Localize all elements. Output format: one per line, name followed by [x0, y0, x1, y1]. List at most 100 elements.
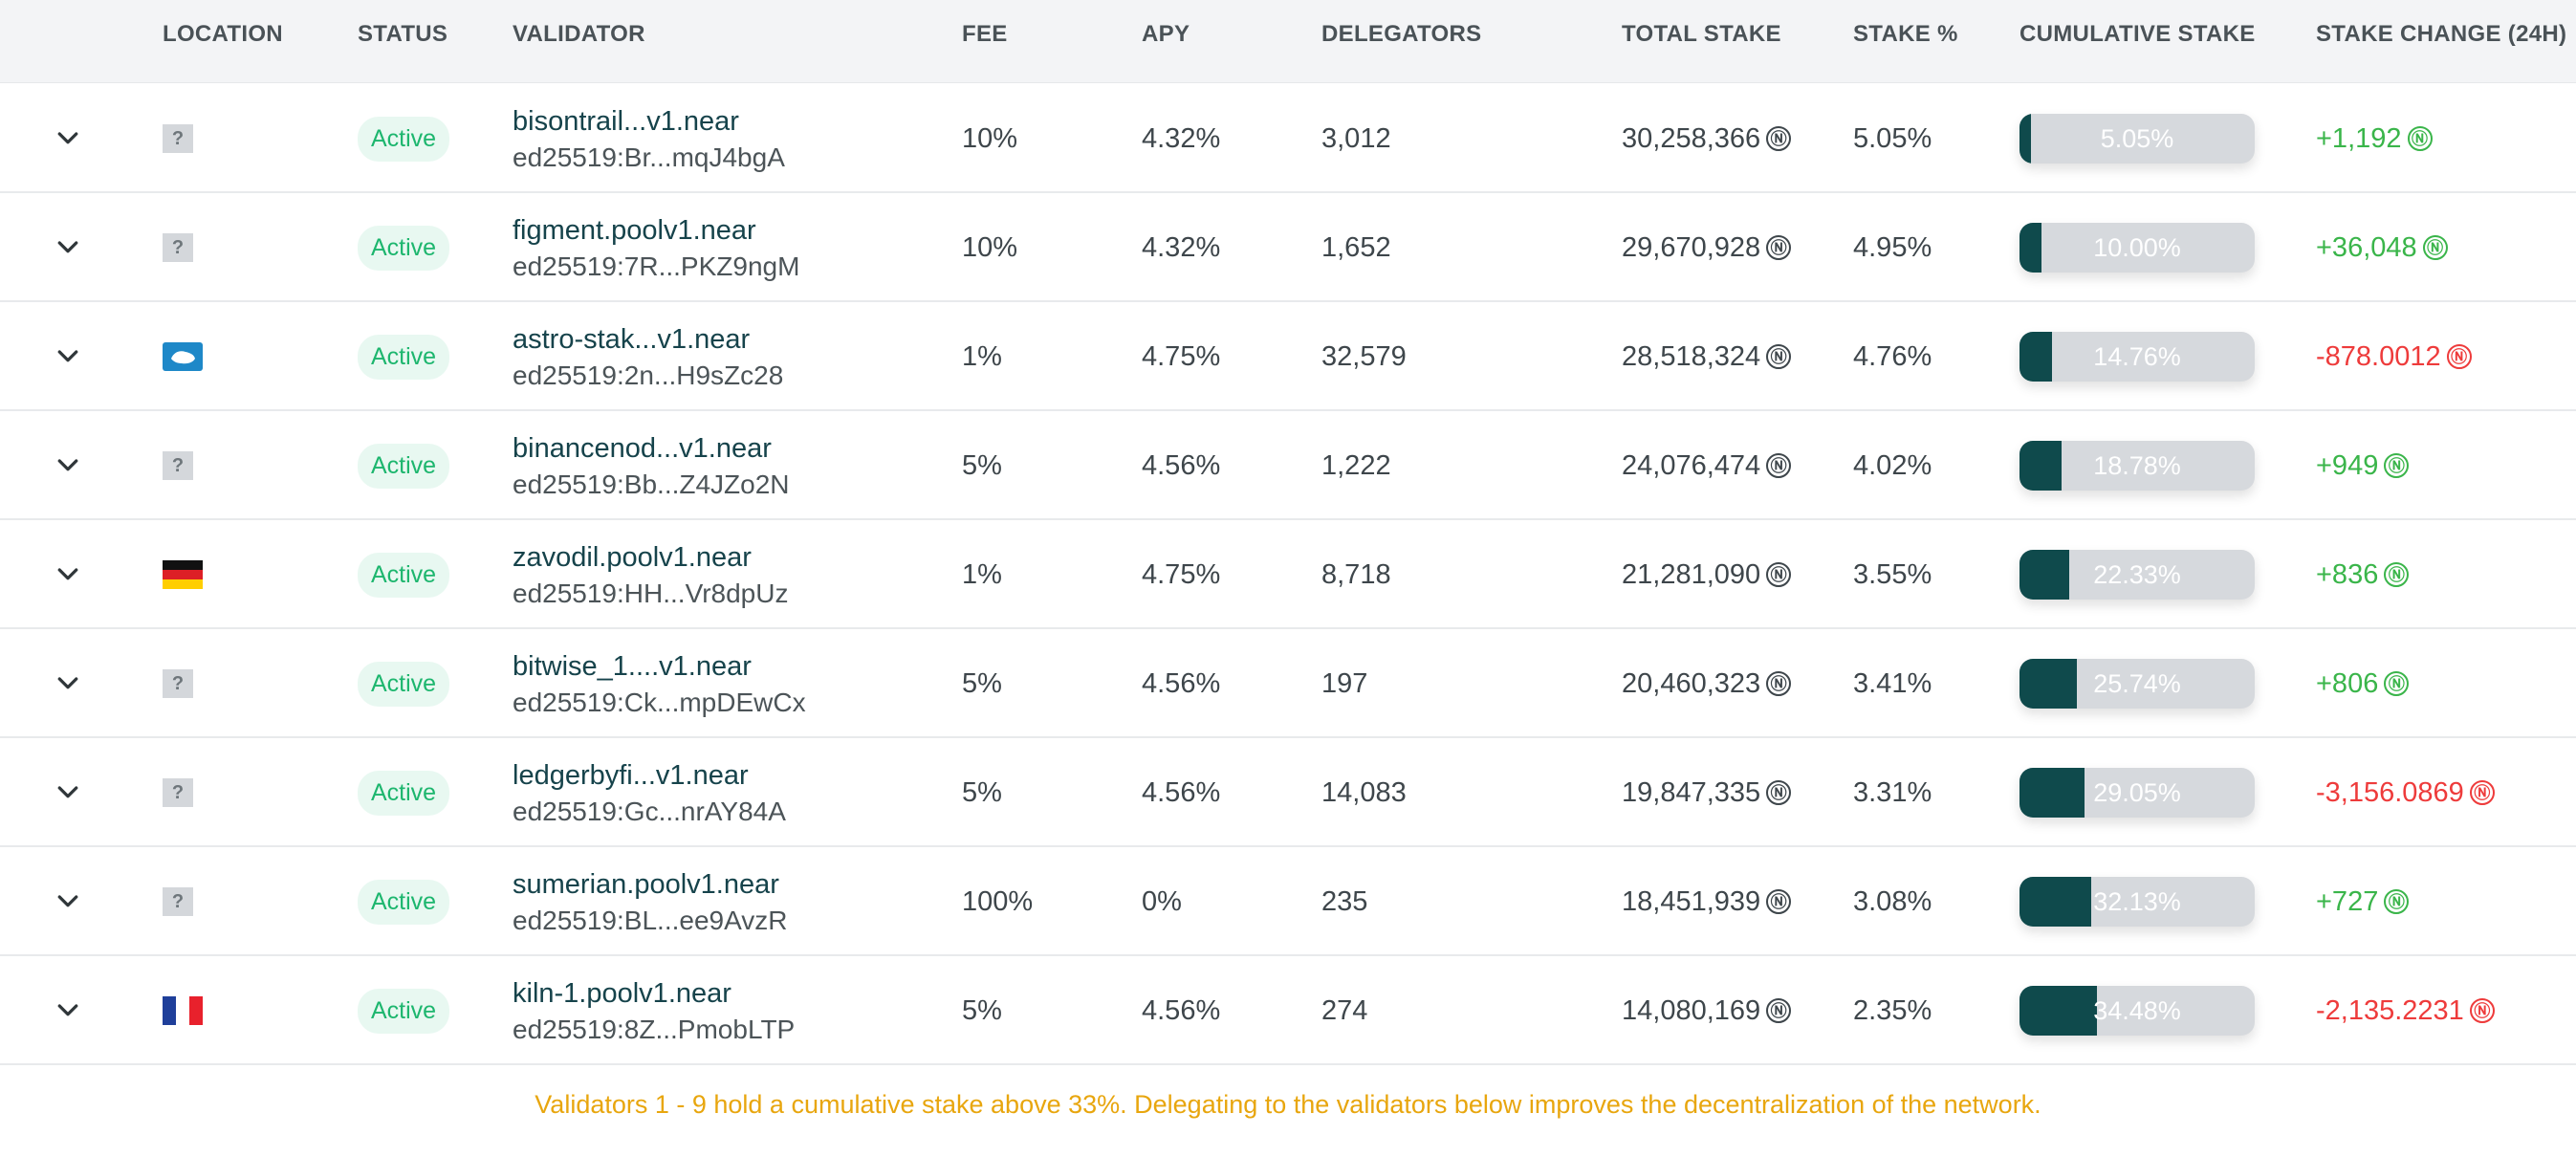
stake-change-value: -3,156.0869 [2316, 776, 2464, 808]
column-validator[interactable]: VALIDATOR [513, 21, 645, 47]
validator-public-key: ed25519:2n...H9sZc28 [513, 360, 784, 390]
validator-cell[interactable]: figment.poolv1.near ed25519:7R...PKZ9ngM [513, 212, 799, 285]
cumulative-stake-label: 18.78% [2093, 450, 2181, 480]
expand-row-button[interactable] [54, 520, 86, 629]
apy-value: 4.75% [1142, 340, 1221, 372]
location-cell [163, 520, 203, 629]
total-stake-value: 18,451,939 [1622, 885, 1761, 917]
expand-row-button[interactable] [54, 411, 86, 520]
location-cell: ? [163, 411, 193, 520]
validator-cell[interactable]: binancenod...v1.near ed25519:Bb...Z4JZo2N [513, 430, 790, 503]
status-cell: Active [358, 302, 450, 411]
validator-cell[interactable]: kiln-1.poolv1.near ed25519:8Z...PmobLTP [513, 975, 795, 1048]
expand-row-button[interactable] [54, 302, 86, 411]
cumulative-stake-bar: 5.05% [2019, 114, 2255, 164]
status-cell: Active [358, 84, 450, 193]
total-stake-value: 19,847,335 [1622, 776, 1761, 808]
table-row[interactable]: Active astro-stak...v1.near ed25519:2n...H… [0, 302, 2576, 411]
location-cell [163, 956, 203, 1065]
expand-row-button[interactable] [54, 84, 86, 193]
stake-change-value: -2,135.2231 [2316, 994, 2464, 1026]
location-cell: ? [163, 84, 193, 193]
column-stake-percent[interactable]: STAKE % [1853, 21, 1958, 47]
validator-name[interactable]: figment.poolv1.near [513, 215, 756, 246]
cumulative-stake-fill [2019, 986, 2097, 1036]
total-stake-cell: 21,281,090 Ⓝ [1622, 520, 1792, 629]
validator-name[interactable]: astro-stak...v1.near [513, 324, 751, 355]
validator-cell[interactable]: ledgerbyfi...v1.near ed25519:Gc...nrAY84A [513, 757, 786, 830]
unknown-location-icon: ? [163, 233, 193, 262]
cumulative-stake-fill [2019, 114, 2031, 164]
status-cell: Active [358, 738, 450, 847]
stake-change-cell: +727 Ⓝ [2316, 847, 2410, 956]
chevron-down-icon [57, 786, 78, 798]
total-stake-cell: 30,258,366 Ⓝ [1622, 84, 1792, 193]
table-row[interactable]: ? Active sumerian.poolv1.near ed25519:BL...… [0, 847, 2576, 956]
validator-name[interactable]: kiln-1.poolv1.near [513, 978, 731, 1009]
stake-percent-value: 2.35% [1853, 994, 1932, 1026]
chevron-down-icon [57, 350, 78, 362]
table-row[interactable]: ? Active figment.poolv1.near ed25519:7R...P… [0, 193, 2576, 302]
stake-change-cell: +836 Ⓝ [2316, 520, 2410, 629]
column-apy[interactable]: APY [1142, 21, 1190, 47]
near-token-icon: Ⓝ [2446, 344, 2472, 369]
validator-cell[interactable]: bitwise_1....v1.near ed25519:Ck...mpDEwCx [513, 648, 806, 721]
near-token-icon: Ⓝ [1766, 671, 1792, 696]
total-stake-value: 29,670,928 [1622, 231, 1761, 263]
validator-name[interactable]: bisontrail...v1.near [513, 106, 739, 137]
column-status[interactable]: STATUS [358, 21, 448, 47]
table-row[interactable]: Active zavodil.poolv1.near ed25519:HH...Vr… [0, 520, 2576, 629]
validator-name[interactable]: sumerian.poolv1.near [513, 869, 779, 900]
stake-change-value: +36,048 [2316, 231, 2417, 263]
table-row[interactable]: ? Active ledgerbyfi...v1.near ed25519:Gc...… [0, 738, 2576, 847]
status-cell: Active [358, 956, 450, 1065]
validator-name[interactable]: ledgerbyfi...v1.near [513, 760, 749, 791]
validator-cell[interactable]: sumerian.poolv1.near ed25519:BL...ee9AvzR [513, 866, 787, 939]
table-row[interactable]: ? Active bitwise_1....v1.near ed25519:Ck...… [0, 629, 2576, 738]
stake-percent-value: 4.02% [1853, 449, 1932, 481]
cumulative-stake-fill [2019, 441, 2062, 491]
validator-cell[interactable]: zavodil.poolv1.near ed25519:HH...Vr8dpUz [513, 539, 788, 612]
near-token-icon: Ⓝ [2384, 889, 2410, 914]
apy-value: 4.32% [1142, 231, 1221, 263]
expand-row-button[interactable] [54, 738, 86, 847]
expand-row-button[interactable] [54, 956, 86, 1065]
validator-name[interactable]: bitwise_1....v1.near [513, 651, 752, 682]
validator-name[interactable]: binancenod...v1.near [513, 433, 772, 464]
delegators-value: 3,012 [1321, 122, 1391, 154]
validator-public-key: ed25519:HH...Vr8dpUz [513, 578, 789, 608]
cumulative-stake-label: 5.05% [2100, 123, 2174, 153]
cumulative-stake-label: 22.33% [2093, 559, 2181, 589]
stake-change-cell: -878.0012 Ⓝ [2316, 302, 2472, 411]
column-total-stake[interactable]: TOTAL STAKE [1622, 21, 1781, 47]
stake-change-cell: +1,192 Ⓝ [2316, 84, 2433, 193]
status-badge: Active [358, 116, 450, 162]
chevron-down-icon [57, 241, 78, 253]
column-delegators[interactable]: DELEGATORS [1321, 21, 1482, 47]
total-stake-cell: 20,460,323 Ⓝ [1622, 629, 1792, 738]
validator-name[interactable]: zavodil.poolv1.near [513, 542, 752, 573]
status-badge: Active [358, 661, 450, 707]
table-row[interactable]: Active kiln-1.poolv1.near ed25519:8Z...Pmo… [0, 956, 2576, 1065]
unknown-location-icon: ? [163, 887, 193, 916]
validator-cell[interactable]: astro-stak...v1.near ed25519:2n...H9sZc28 [513, 321, 783, 394]
stake-change-cell: -2,135.2231 Ⓝ [2316, 956, 2495, 1065]
cumulative-stake-label: 34.48% [2093, 995, 2181, 1025]
validator-cell[interactable]: bisontrail...v1.near ed25519:Br...mqJ4bgA [513, 103, 785, 176]
total-stake-value: 14,080,169 [1622, 994, 1761, 1026]
column-location[interactable]: LOCATION [163, 21, 283, 47]
apy-value: 4.56% [1142, 667, 1221, 699]
location-cell: ? [163, 738, 193, 847]
near-token-icon: Ⓝ [1766, 780, 1792, 805]
table-row[interactable]: ? Active bisontrail...v1.near ed25519:Br...… [0, 84, 2576, 193]
expand-row-button[interactable] [54, 193, 86, 302]
column-stake-change[interactable]: STAKE CHANGE (24H) [2316, 21, 2567, 47]
status-cell: Active [358, 847, 450, 956]
chevron-down-icon [57, 568, 78, 580]
expand-row-button[interactable] [54, 629, 86, 738]
column-cumulative-stake[interactable]: CUMULATIVE STAKE [2019, 21, 2256, 47]
column-fee[interactable]: FEE [962, 21, 1008, 47]
total-stake-value: 30,258,366 [1622, 122, 1761, 154]
expand-row-button[interactable] [54, 847, 86, 956]
table-row[interactable]: ? Active binancenod...v1.near ed25519:Bb...… [0, 411, 2576, 520]
